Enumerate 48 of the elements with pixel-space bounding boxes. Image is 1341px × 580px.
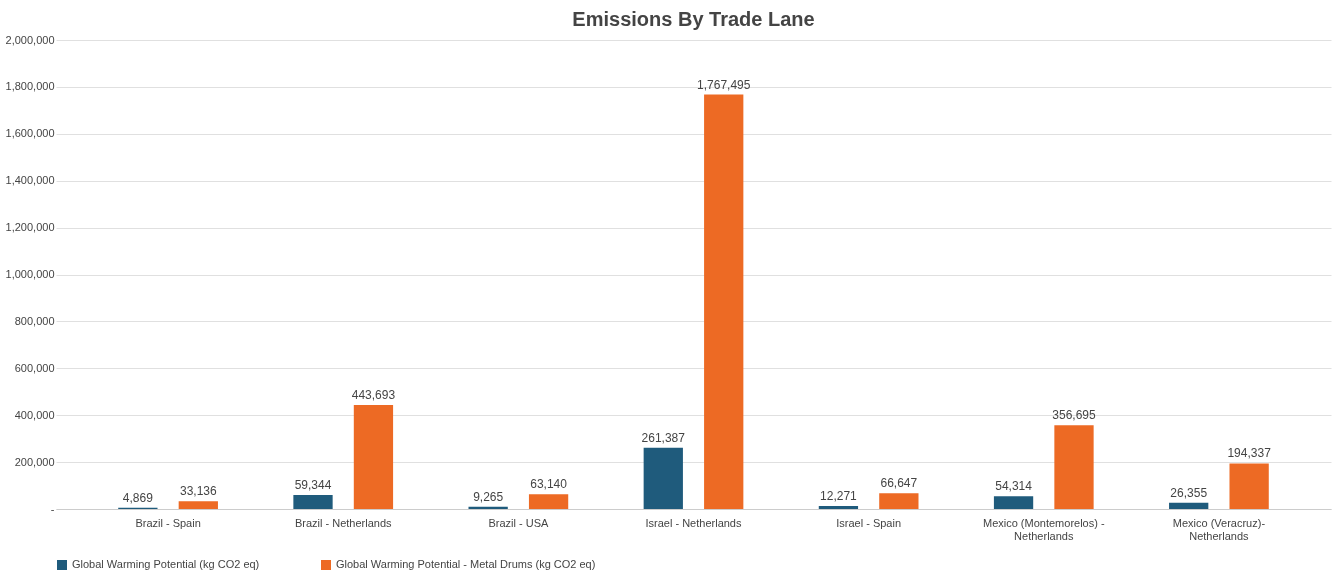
data-label: 194,337 (1227, 446, 1272, 461)
bar (818, 506, 859, 509)
data-label: 59,344 (294, 478, 332, 493)
data-label: 9,265 (473, 489, 504, 504)
y-tick-label: 200,000 (14, 455, 55, 468)
y-tick-label: 600,000 (14, 361, 55, 374)
data-label: 33,136 (179, 484, 217, 499)
y-tick-label: - (50, 502, 55, 515)
bar (643, 447, 683, 509)
bar (353, 404, 394, 509)
bar (1169, 502, 1209, 509)
y-tick-label: 1,000,000 (5, 268, 55, 280)
data-label: 54,314 (995, 479, 1033, 494)
y-tick-label: 1,200,000 (5, 221, 55, 234)
bar (879, 493, 919, 509)
bar (293, 495, 333, 509)
bar (993, 496, 1034, 509)
data-label: 66,647 (880, 476, 918, 491)
x-tick-label: Israel - Spain (836, 516, 902, 529)
data-label: 4,869 (122, 490, 154, 505)
x-tick-label: Brazil - USA (488, 516, 549, 529)
data-label: 1,767,495 (697, 77, 751, 92)
y-tick-label: 400,000 (14, 408, 55, 421)
bar (1054, 425, 1094, 509)
data-label: 261,387 (641, 430, 686, 445)
bar (1229, 463, 1269, 509)
legend-label: Global Warming Potential (kg CO2 eq) (72, 558, 260, 570)
x-tick-label: Mexico (Montemorelos) - Netherlands (982, 516, 1105, 542)
data-label: 63,140 (530, 477, 568, 492)
bar (528, 494, 569, 509)
x-tick-label: Mexico (Veracruz)- Netherlands (1172, 516, 1266, 542)
bar (468, 506, 508, 509)
x-tick-label: Brazil - Netherlands (294, 516, 393, 529)
y-tick-label: 1,400,000 (5, 174, 55, 187)
y-tick-label: 1,600,000 (5, 127, 55, 140)
data-label: 26,355 (1170, 485, 1208, 500)
chart-title: Emissions By Trade Lane (572, 8, 815, 30)
data-label: 356,695 (1052, 408, 1096, 423)
x-tick-label: Brazil - Spain (135, 516, 201, 529)
legend-label: Global Warming Potential - Metal Drums (kg CO2 eq) (336, 558, 596, 570)
bar (178, 501, 218, 509)
y-tick-label: 800,000 (14, 314, 55, 327)
data-label: 443,693 (351, 387, 396, 402)
bar (704, 94, 744, 509)
x-tick-label: Israel - Netherlands (645, 516, 742, 529)
y-tick-label: 2,000,000 (5, 33, 55, 46)
y-tick-label: 1,800,000 (5, 80, 55, 93)
data-label: 12,271 (820, 489, 858, 504)
